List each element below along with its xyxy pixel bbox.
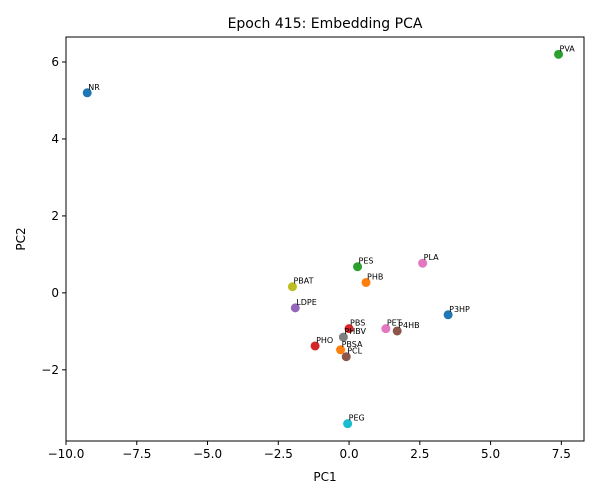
y-tick-label: 6 (51, 55, 59, 69)
x-tick-label: −2.5 (264, 447, 293, 461)
y-tick-label: 2 (51, 209, 59, 223)
x-axis: −10.0 −7.5 −5.0 −2.5 0.0 2.5 5.0 7.5 (48, 441, 571, 461)
data-point-pva (554, 49, 564, 59)
point-label-nr: NR (88, 83, 100, 92)
point-label-p3hp: P3HP (449, 305, 470, 314)
x-tick-label: 0.0 (340, 447, 359, 461)
data-point-pet (381, 324, 391, 334)
point-label-ldpe: LDPE (296, 298, 317, 307)
point-label-pbat: PBAT (293, 277, 313, 286)
data-point-pcl (341, 352, 351, 362)
data-point-pho (310, 341, 320, 351)
x-tick-label: 2.5 (410, 447, 429, 461)
x-tick-label: 5.0 (481, 447, 500, 461)
plot-frame (65, 36, 585, 442)
y-axis: −2 0 2 4 6 (41, 55, 66, 377)
data-point-phb (361, 277, 371, 287)
data-point-peg (343, 419, 353, 429)
y-axis-label: PC2 (14, 227, 28, 250)
x-tick-label: −10.0 (48, 447, 85, 461)
point-label-pcl: PCL (347, 347, 362, 356)
point-label-pbsa: PBSA (342, 340, 363, 349)
chart-title: Epoch 415: Embedding PCA (228, 16, 423, 32)
point-label-pla: PLA (424, 253, 439, 262)
point-label-pbs: PBS (350, 319, 365, 328)
data-point-pla (418, 258, 428, 268)
point-label-pes: PES (359, 257, 374, 266)
y-tick-label: 4 (51, 132, 59, 146)
data-point-phbv (338, 332, 348, 342)
data-point-pbs (344, 324, 354, 334)
point-label-peg: PEG (349, 414, 365, 423)
data-point-nr (82, 88, 92, 98)
x-tick-label: −7.5 (122, 447, 151, 461)
x-axis-label: PC1 (313, 470, 336, 484)
point-label-phb: PHB (367, 272, 383, 281)
data-point-pbat (287, 282, 297, 292)
x-tick-label: −5.0 (193, 447, 222, 461)
data-point-ldpe (290, 303, 300, 313)
point-label-pho: PHO (316, 336, 333, 345)
point-label-pet: PET (387, 319, 402, 328)
data-point-pbsa (336, 345, 346, 355)
y-tick-label: 0 (51, 286, 59, 300)
point-label-pva: PVA (560, 44, 576, 53)
data-point-p3hp (443, 310, 453, 320)
point-label-phbv: PHBV (344, 327, 366, 336)
y-tick-label: −2 (41, 363, 59, 377)
x-tick-label: 7.5 (552, 447, 571, 461)
data-point-p4hb (392, 326, 402, 336)
data-point-pes (353, 262, 363, 272)
point-label-p4hb: P4HB (398, 321, 419, 330)
